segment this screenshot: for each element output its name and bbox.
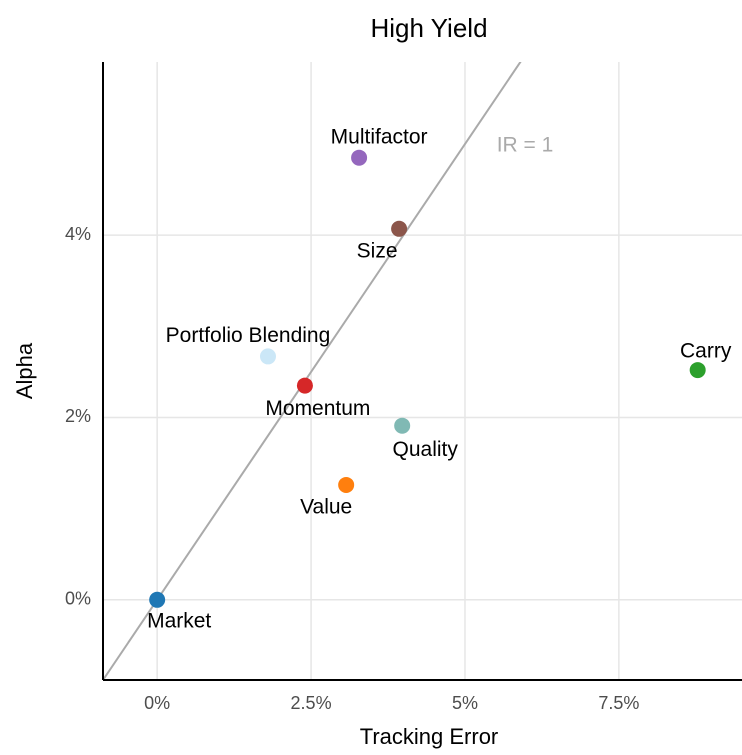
scatter-point: [391, 220, 408, 237]
point-label: Multifactor: [331, 125, 428, 148]
x-axis-title: Tracking Error: [360, 724, 499, 749]
point-label: Value: [300, 495, 352, 518]
point-label: Momentum: [265, 397, 370, 420]
y-axis-title: Alpha: [12, 342, 37, 399]
point-label: Size: [357, 239, 398, 262]
y-tick-label: 0%: [65, 589, 91, 609]
reference-line: [103, 62, 522, 680]
y-tick-label: 2%: [65, 406, 91, 426]
grid: [103, 62, 742, 680]
scatter-point: [296, 377, 313, 394]
x-tick-label: 7.5%: [598, 693, 639, 713]
x-tick-label: 5%: [452, 693, 478, 713]
chart-title: High Yield: [370, 13, 487, 43]
point-label: Portfolio Blending: [166, 324, 331, 347]
x-tick-label: 0%: [144, 693, 170, 713]
reference-line-label: IR = 1: [497, 134, 554, 157]
scatter-point: [351, 149, 368, 166]
scatter-point: [149, 591, 166, 608]
scatter-point: [259, 348, 276, 365]
point-label: Market: [147, 609, 211, 632]
point-label: Carry: [680, 340, 732, 363]
marks: Market Multifactor Size Portfolio Blending M…: [147, 125, 732, 632]
y-tick-label: 4%: [65, 224, 91, 244]
scatter-point: [689, 362, 706, 379]
scatter-point: [394, 417, 411, 434]
reference-layer: [103, 62, 522, 680]
point-label: Quality: [393, 438, 459, 461]
x-tick-label: 2.5%: [291, 693, 332, 713]
scatter-point: [338, 476, 355, 493]
